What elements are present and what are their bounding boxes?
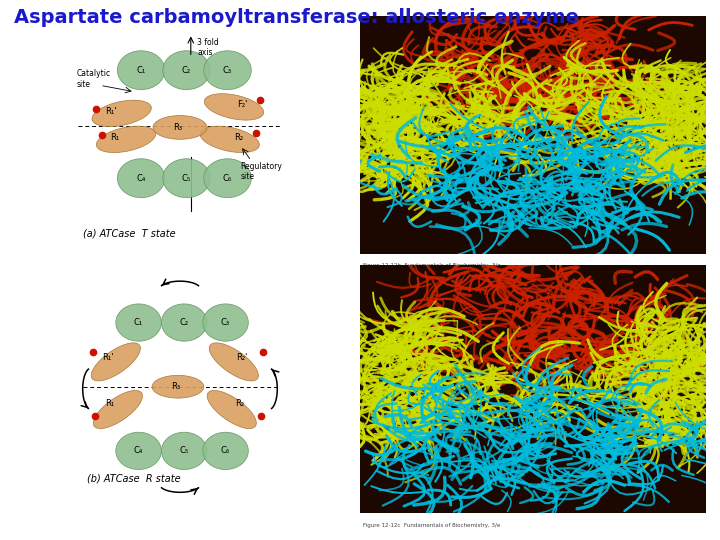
Ellipse shape <box>204 51 251 90</box>
Text: R₁': R₁' <box>105 107 117 116</box>
Text: C₄: C₄ <box>136 174 146 183</box>
Text: C₃: C₃ <box>221 318 230 327</box>
Ellipse shape <box>163 51 210 90</box>
Ellipse shape <box>161 432 207 469</box>
Text: R₃: R₃ <box>171 382 181 391</box>
Ellipse shape <box>116 304 161 341</box>
Ellipse shape <box>204 159 251 198</box>
Text: C₃: C₃ <box>223 66 232 75</box>
Text: R₃: R₃ <box>174 123 182 132</box>
Text: (b) ATCase  R state: (b) ATCase R state <box>87 474 181 484</box>
Ellipse shape <box>96 126 156 152</box>
Ellipse shape <box>200 126 259 152</box>
Text: C₅: C₅ <box>182 174 191 183</box>
Text: Figure 12-12c  Fundamentals of Biochemistry, 3/e: Figure 12-12c Fundamentals of Biochemist… <box>364 523 500 528</box>
Ellipse shape <box>210 343 258 381</box>
Text: R₂: R₂ <box>234 133 243 141</box>
Text: C₁: C₁ <box>137 66 145 75</box>
Text: R₂': R₂' <box>236 353 248 362</box>
Ellipse shape <box>91 343 140 381</box>
Text: C₁: C₁ <box>134 318 143 327</box>
Text: C₂: C₂ <box>179 318 189 327</box>
Text: R₂: R₂ <box>235 399 245 408</box>
Text: Aspartate carbamoyltransferase: allosteric enzyme: Aspartate carbamoyltransferase: alloster… <box>14 8 580 27</box>
Text: R₁': R₁' <box>102 353 113 362</box>
Text: (a) ATCase  T state: (a) ATCase T state <box>83 228 176 239</box>
Text: 3 fold
axis: 3 fold axis <box>197 38 219 57</box>
Ellipse shape <box>94 390 143 429</box>
Text: C₄: C₄ <box>134 447 143 455</box>
Ellipse shape <box>117 159 165 198</box>
Ellipse shape <box>204 94 264 120</box>
Ellipse shape <box>116 432 161 469</box>
Text: C₂: C₂ <box>182 66 191 75</box>
Ellipse shape <box>203 304 248 341</box>
Ellipse shape <box>117 51 165 90</box>
Ellipse shape <box>152 375 204 398</box>
Text: C₆: C₆ <box>221 447 230 455</box>
Text: Figure 12-12b  Fundamentals of Biochemistry, 3/e: Figure 12-12b Fundamentals of Biochemist… <box>364 264 501 268</box>
Text: F₂': F₂' <box>238 100 248 109</box>
Ellipse shape <box>203 432 248 469</box>
Ellipse shape <box>161 304 207 341</box>
Text: C₅: C₅ <box>179 447 189 455</box>
Text: C₆: C₆ <box>223 174 232 183</box>
Text: R₁: R₁ <box>111 133 120 141</box>
Text: Catalytic
site: Catalytic site <box>76 69 110 89</box>
Text: R₁: R₁ <box>105 399 114 408</box>
Ellipse shape <box>163 159 210 198</box>
Ellipse shape <box>207 390 256 429</box>
Ellipse shape <box>153 116 207 139</box>
Ellipse shape <box>92 100 151 126</box>
Text: Regulatory
site: Regulatory site <box>240 162 282 181</box>
